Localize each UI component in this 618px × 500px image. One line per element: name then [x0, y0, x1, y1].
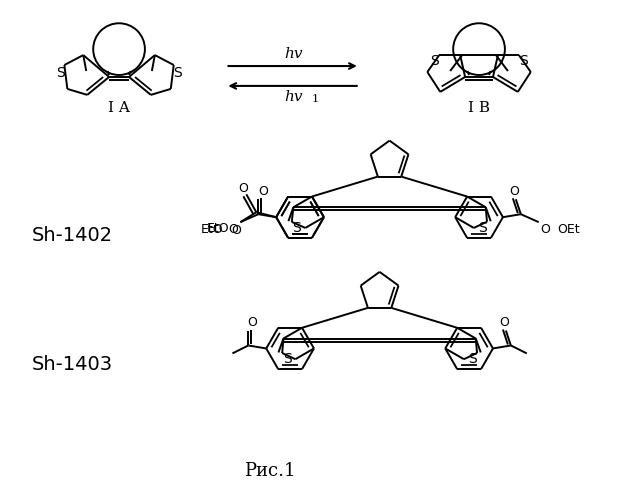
Text: EtO: EtO: [201, 222, 224, 235]
Text: OEt: OEt: [557, 222, 580, 235]
Text: O: O: [509, 185, 519, 198]
Text: O: O: [232, 224, 242, 236]
Text: S: S: [519, 54, 528, 68]
Text: S: S: [174, 66, 182, 80]
Text: S: S: [478, 220, 486, 234]
Text: Sh-1402: Sh-1402: [32, 226, 112, 244]
Text: hv: hv: [284, 47, 302, 61]
Text: Sh-1403: Sh-1403: [32, 355, 112, 374]
Text: S: S: [468, 352, 476, 366]
Text: O: O: [541, 222, 551, 235]
Text: O: O: [499, 316, 509, 329]
Text: S: S: [56, 66, 65, 80]
Text: S: S: [283, 352, 292, 366]
Text: Рис.1: Рис.1: [245, 462, 296, 480]
Text: EtO: EtO: [207, 222, 230, 234]
Text: O: O: [258, 185, 268, 198]
Text: 1: 1: [311, 94, 318, 104]
Text: S: S: [430, 54, 439, 68]
Text: O: O: [239, 182, 248, 195]
Text: S: S: [292, 221, 301, 235]
Text: I B: I B: [468, 101, 490, 115]
Text: O: O: [247, 316, 257, 329]
Text: I A: I A: [108, 101, 130, 115]
Text: O: O: [229, 222, 239, 235]
Text: hv: hv: [284, 90, 302, 104]
